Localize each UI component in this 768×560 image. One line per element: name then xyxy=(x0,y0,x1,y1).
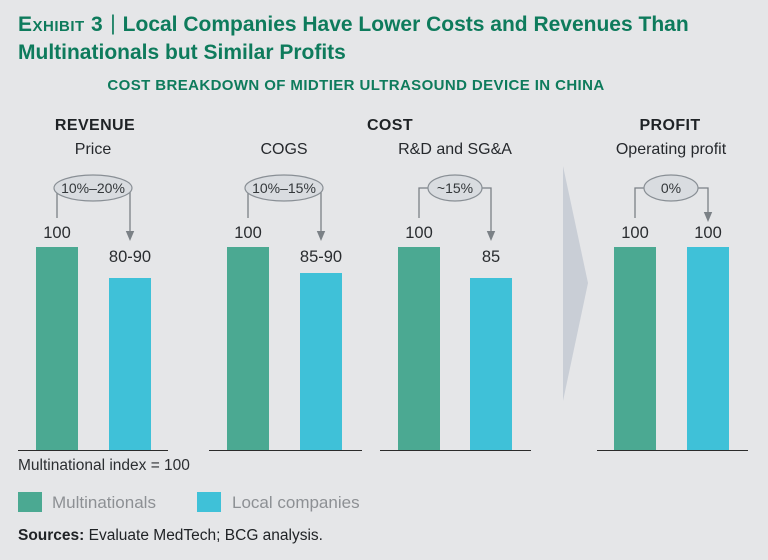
delta-label-operating-profit: 0% xyxy=(661,180,681,196)
sources-text: Evaluate MedTech; BCG analysis. xyxy=(84,527,323,544)
baseline-profit xyxy=(597,450,748,452)
delta-group-operating-profit: 0% xyxy=(634,174,713,222)
bar-multinational-profit xyxy=(614,247,656,451)
arrow-down-icon xyxy=(486,231,496,241)
bar-value-multinational-rd-sga: 100 xyxy=(405,224,433,242)
arrow-down-icon xyxy=(703,212,713,222)
title-separator: | xyxy=(110,12,116,35)
bar-multinational-price xyxy=(36,247,78,451)
bar-value-multinational-profit: 100 xyxy=(621,224,649,242)
delta-group-cogs: 10%–15% xyxy=(244,174,326,241)
delta-label-price: 10%–20% xyxy=(61,180,125,196)
bar-value-multinational-cogs: 100 xyxy=(234,224,262,242)
bar-multinational-rd-sga xyxy=(398,247,440,451)
chart-subtitle: COST BREAKDOWN OF MIDTIER ULTRASOUND DEV… xyxy=(107,77,605,94)
legend-swatch-multinationals xyxy=(18,492,42,512)
bar-local-profit xyxy=(687,247,729,451)
section-header-profit: PROFIT xyxy=(639,117,701,134)
exhibit-title-text: Local Companies Have Lower Costs and Rev… xyxy=(18,13,689,64)
group-label-price: Price xyxy=(74,141,112,158)
bar-value-local-profit: 100 xyxy=(694,224,722,242)
section-header-cost: COST xyxy=(366,117,414,134)
bar-local-rd-sga xyxy=(470,277,512,451)
legend-swatch-local-companies xyxy=(197,492,221,512)
bar-value-local-cogs: 85-90 xyxy=(299,248,343,266)
baseline-price xyxy=(18,450,168,452)
exhibit-number: Exhibit 3 xyxy=(18,13,104,36)
group-label-cogs: COGS xyxy=(260,141,308,158)
group-label-rd-sga: R&D and SG&A xyxy=(398,141,512,158)
bar-multinational-cogs xyxy=(227,247,269,451)
delta-group-rd-sga: ~15% xyxy=(418,174,496,241)
baseline-rd-sga xyxy=(380,450,531,452)
group-label-operating-profit: Operating profit xyxy=(615,141,727,158)
bar-local-price xyxy=(109,277,151,451)
section-divider-arrow-icon xyxy=(563,166,588,401)
delta-label-rd-sga: ~15% xyxy=(437,180,473,196)
delta-annotations: 10%–20% 10%–15% ~15% 0% xyxy=(53,174,713,241)
delta-group-price: 10%–20% xyxy=(53,174,135,241)
sources-line: Sources: Evaluate MedTech; BCG analysis. xyxy=(18,527,323,545)
bar-value-multinational-price: 100 xyxy=(43,224,71,242)
baseline-cogs xyxy=(209,450,362,452)
index-note: Multinational index = 100 xyxy=(18,457,190,474)
bar-local-cogs xyxy=(300,272,342,451)
legend-label-local-companies: Local companies xyxy=(232,493,360,512)
bar-value-local-price: 80-90 xyxy=(108,248,152,266)
legend-label-multinationals: Multinationals xyxy=(52,493,156,512)
section-header-revenue: REVENUE xyxy=(54,117,136,134)
arrow-down-icon xyxy=(316,231,326,241)
sources-label: Sources: xyxy=(18,527,85,544)
delta-label-cogs: 10%–15% xyxy=(252,180,316,196)
bar-value-local-rd-sga: 85 xyxy=(481,248,501,266)
arrow-down-icon xyxy=(125,231,135,241)
exhibit-title: Exhibit 3 | Local Companies Have Lower Cos… xyxy=(18,11,714,66)
